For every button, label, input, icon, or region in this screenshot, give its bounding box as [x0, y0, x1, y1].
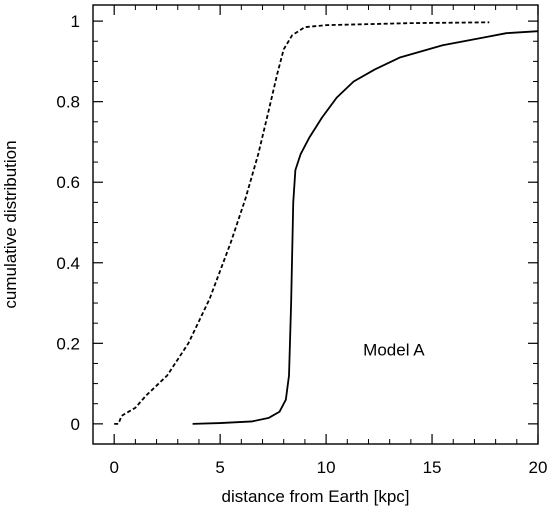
curves-layer — [114, 21, 539, 425]
y-axis-label: cumulative distribution — [1, 140, 20, 308]
label-layer: 0 5 10 15 20 0 0.2 0.4 0.6 0.8 1 distance from Eart… — [1, 12, 547, 506]
x-tick-label: 20 — [529, 458, 548, 477]
x-tick-label: 5 — [215, 458, 224, 477]
tick-layer — [92, 5, 539, 445]
x-tick-label: 15 — [423, 458, 442, 477]
y-tick-label: 0.4 — [56, 254, 80, 273]
x-axis-label: distance from Earth [kpc] — [221, 487, 409, 506]
y-tick-label: 1 — [71, 12, 80, 31]
annotation-model-label: Model A — [363, 340, 425, 359]
y-tick-label: 0.8 — [56, 93, 80, 112]
y-tick-label: 0.6 — [56, 173, 80, 192]
y-tick-label: 0 — [71, 415, 80, 434]
dashed-series-line — [114, 21, 490, 425]
y-tick-label: 0.2 — [56, 334, 80, 353]
x-tick-label: 10 — [317, 458, 336, 477]
plot-frame — [92, 4, 539, 445]
solid-series-line — [192, 30, 539, 425]
x-tick-label: 0 — [109, 458, 118, 477]
